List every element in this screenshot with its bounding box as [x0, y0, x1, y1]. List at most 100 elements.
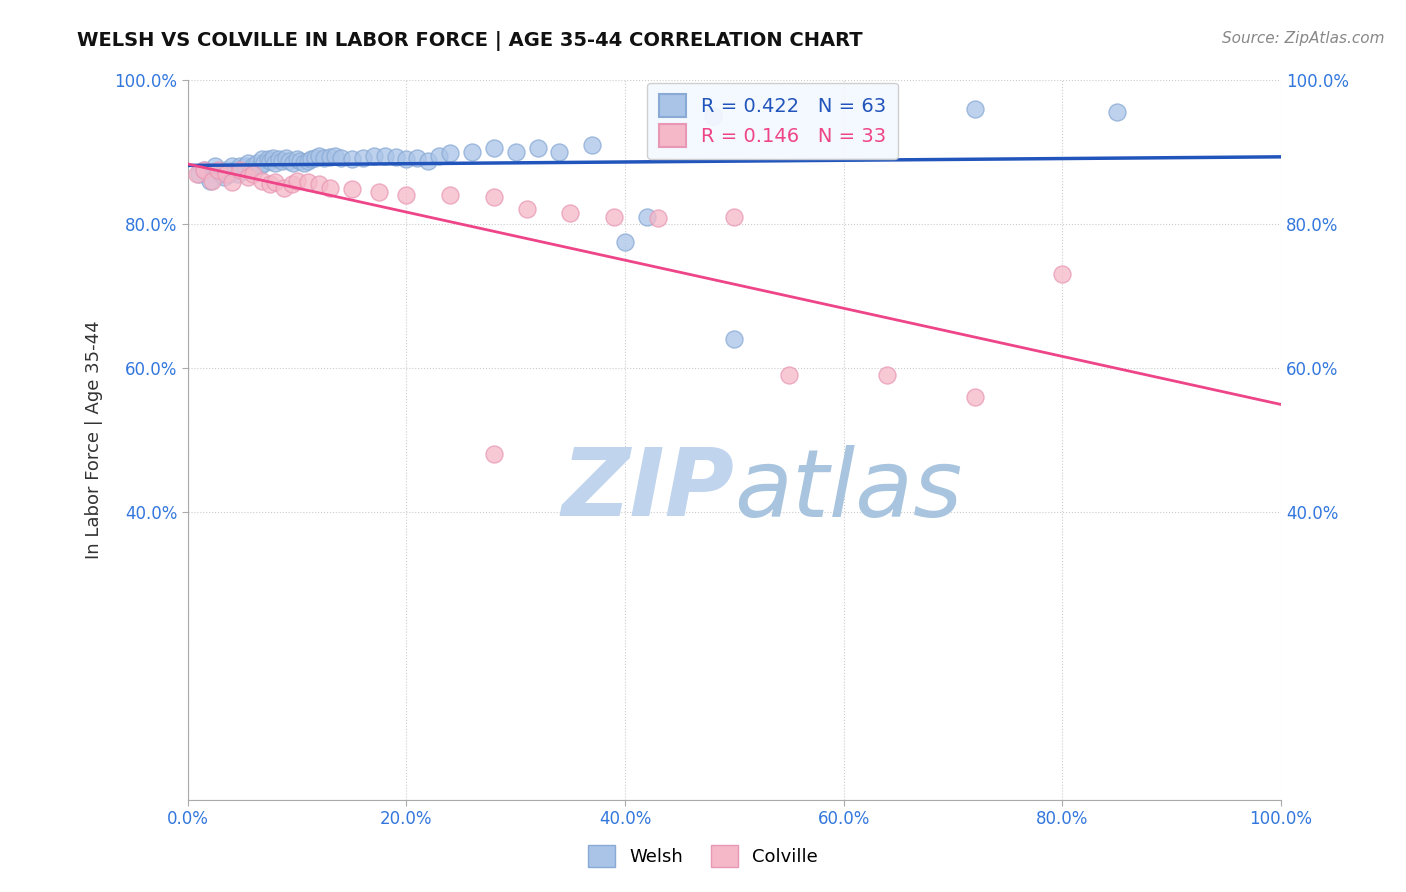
Point [207, 162, 229, 177]
Point [290, 153, 312, 168]
Point [285, 152, 308, 166]
Point [256, 152, 278, 166]
Point [614, 235, 637, 249]
Point [340, 182, 363, 196]
Point [264, 175, 287, 189]
Point [229, 162, 252, 177]
Text: atlas: atlas [734, 444, 963, 535]
Point [224, 162, 246, 177]
Point [427, 148, 450, 162]
Point [253, 155, 276, 169]
Point [314, 151, 336, 165]
Point [560, 206, 582, 220]
Point [876, 368, 898, 382]
Point [264, 155, 287, 169]
Point [280, 178, 302, 192]
Text: Source: ZipAtlas.com: Source: ZipAtlas.com [1222, 31, 1385, 46]
Point [250, 152, 273, 166]
Point [278, 153, 301, 168]
Point [482, 189, 505, 203]
Point [267, 152, 290, 166]
Point [461, 145, 484, 159]
Point [236, 170, 259, 185]
Point [270, 153, 292, 168]
Point [329, 151, 352, 165]
Point [236, 155, 259, 169]
Point [242, 167, 264, 181]
Point [285, 174, 308, 188]
Point [482, 141, 505, 155]
Point [292, 155, 315, 169]
Point [242, 159, 264, 173]
Point [201, 174, 224, 188]
Point [193, 162, 215, 177]
Point [505, 145, 527, 159]
Point [319, 181, 342, 195]
Point [221, 175, 243, 189]
Point [259, 178, 281, 192]
Point [226, 167, 249, 181]
Point [603, 210, 626, 224]
Point [1052, 267, 1074, 281]
Y-axis label: In Labor Force | Age 35-44: In Labor Force | Age 35-44 [86, 320, 103, 559]
Point [647, 211, 669, 226]
Point [352, 151, 374, 165]
Point [193, 162, 215, 177]
Point [439, 188, 461, 202]
Legend: Welsh, Colville: Welsh, Colville [579, 836, 827, 876]
Point [204, 159, 226, 173]
Text: ZIP: ZIP [561, 444, 734, 536]
Point [250, 174, 273, 188]
Point [439, 146, 461, 161]
Point [319, 150, 342, 164]
Point [186, 167, 208, 181]
Point [526, 141, 548, 155]
Point [418, 153, 440, 168]
Point [273, 181, 295, 195]
Point [281, 155, 304, 169]
Point [325, 148, 347, 162]
Point [259, 153, 281, 168]
Point [233, 159, 256, 173]
Point [778, 368, 800, 382]
Point [723, 210, 745, 224]
Point [308, 148, 330, 162]
Point [229, 159, 252, 173]
Point [516, 202, 538, 217]
Point [1105, 105, 1128, 120]
Text: WELSH VS COLVILLE IN LABOR FORCE | AGE 35-44 CORRELATION CHART: WELSH VS COLVILLE IN LABOR FORCE | AGE 3… [77, 31, 863, 51]
Point [297, 153, 319, 168]
Point [198, 174, 221, 188]
Point [636, 210, 658, 224]
Point [723, 332, 745, 346]
Point [231, 162, 253, 177]
Point [215, 167, 238, 181]
Legend: R = 0.422   N = 63, R = 0.146   N = 33: R = 0.422 N = 63, R = 0.146 N = 33 [647, 82, 898, 159]
Point [221, 159, 243, 173]
Point [395, 188, 418, 202]
Point [218, 167, 240, 181]
Point [246, 155, 269, 169]
Point [340, 152, 363, 166]
Point [215, 162, 238, 177]
Point [482, 447, 505, 461]
Point [548, 145, 571, 159]
Point [308, 178, 330, 192]
Point [297, 175, 319, 189]
Point [262, 151, 284, 165]
Point [406, 151, 429, 165]
Point [212, 170, 235, 185]
Point [299, 152, 322, 166]
Point [368, 185, 391, 199]
Point [363, 148, 385, 162]
Point [374, 148, 396, 162]
Point [276, 151, 298, 165]
Point [384, 150, 406, 164]
Point [581, 137, 603, 152]
Point [249, 159, 271, 173]
Point [209, 167, 232, 181]
Point [963, 390, 986, 404]
Point [187, 167, 209, 181]
Point [240, 162, 263, 177]
Point [304, 151, 326, 165]
